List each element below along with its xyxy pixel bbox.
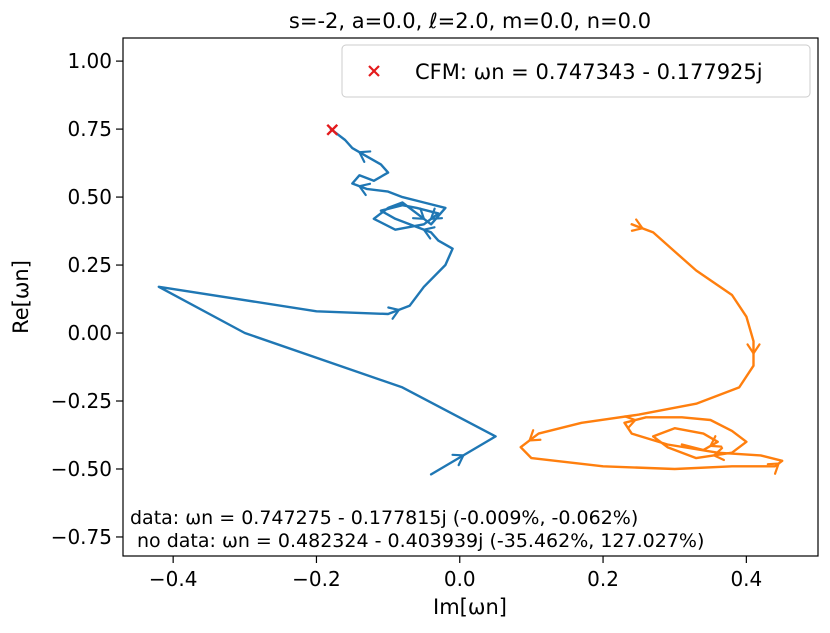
direction-arrow bbox=[708, 435, 723, 448]
x-axis: −0.4 −0.2 0.0 0.2 0.4 bbox=[149, 556, 762, 591]
direction-arrow bbox=[429, 207, 443, 221]
y-tick-label: 0.00 bbox=[67, 321, 112, 345]
series-layer bbox=[157, 127, 784, 476]
x-tick-label: 0.4 bbox=[730, 567, 762, 591]
direction-arrow bbox=[766, 462, 781, 475]
legend-marker-x bbox=[368, 65, 380, 77]
legend-box bbox=[341, 44, 811, 98]
y-tick-label: −0.50 bbox=[51, 457, 112, 481]
y-tick-label: 1.00 bbox=[67, 49, 112, 73]
direction-arrow bbox=[528, 429, 542, 442]
direction-arrow bbox=[387, 306, 401, 320]
plot-area bbox=[122, 37, 819, 557]
direction-arrow bbox=[451, 453, 466, 467]
y-tick-label: 0.25 bbox=[67, 253, 112, 277]
direction-arrow bbox=[412, 207, 426, 221]
direction-arrow bbox=[623, 415, 638, 430]
annotation-no-data: no data: ωn = 0.482324 - 0.403939j (-35.… bbox=[137, 530, 704, 552]
y-axis-label: Re[ωn] bbox=[9, 260, 33, 334]
y-tick-label: 0.75 bbox=[67, 117, 112, 141]
x-tick-label: −0.4 bbox=[149, 567, 198, 591]
cfm-point-marker bbox=[326, 123, 339, 136]
y-tick-label: −0.25 bbox=[51, 389, 112, 413]
chart-title: s=-2, a=0.0, ℓ=2.0, m=0.0, n=0.0 bbox=[289, 9, 651, 33]
annotation-data: data: ωn = 0.747275 - 0.177815j (-0.009%… bbox=[130, 507, 638, 529]
series-line-no-data bbox=[519, 223, 784, 471]
x-tick-label: 0.2 bbox=[587, 567, 619, 591]
direction-arrow bbox=[712, 447, 726, 462]
x-axis-label: Im[ωn] bbox=[433, 595, 507, 619]
y-tick-label: 0.50 bbox=[67, 185, 112, 209]
direction-arrow bbox=[357, 182, 372, 197]
direction-arrow bbox=[746, 343, 761, 356]
legend-label: CFM: ωn = 0.747343 - 0.177925j bbox=[415, 60, 763, 84]
direction-arrow bbox=[357, 150, 372, 163]
x-tick-label: 0.0 bbox=[444, 567, 476, 591]
y-axis: 1.00 0.75 0.50 0.25 0.00 −0.25 −0.50 −0.75 bbox=[51, 49, 123, 549]
x-tick-label: −0.2 bbox=[292, 567, 341, 591]
direction-arrow bbox=[630, 218, 645, 232]
direction-arrow bbox=[422, 226, 436, 240]
y-tick-label: −0.75 bbox=[51, 525, 112, 549]
legend: CFM: ωn = 0.747343 - 0.177925j bbox=[341, 44, 811, 98]
cfm-x-stroke bbox=[326, 123, 339, 136]
